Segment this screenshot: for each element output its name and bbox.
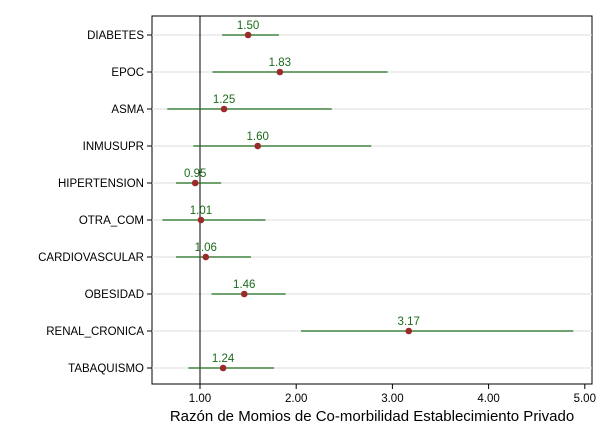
category-label: OBESIDAD [85,289,144,301]
category-label: INMUSUPR [83,141,144,153]
estimate-label: 3.17 [398,316,420,328]
x-tick-label: 1.00 [189,393,211,405]
plot-frame [151,15,593,385]
category-label: ASMA [111,104,144,116]
category-label: TABAQUISMO [68,363,144,375]
estimate-label: 1.25 [213,94,235,106]
estimate-label: 1.46 [233,279,255,291]
estimate-label: 1.24 [212,353,235,365]
confidence-intervals [162,34,574,369]
estimate-point [202,253,210,261]
x-tick-label: 3.00 [381,393,403,405]
estimate-label: 1.50 [237,20,259,32]
estimate-label: 1.83 [269,57,291,69]
estimate-point [197,216,205,224]
x-tick-label: 2.00 [285,393,307,405]
estimate-label: 1.06 [195,242,217,254]
estimate-label: 0.95 [184,168,206,180]
estimate-point [191,179,199,187]
estimate-point [219,364,227,372]
x-tick-label: 4.00 [477,393,499,405]
category-label: EPOC [111,67,144,79]
estimate-point [240,290,248,298]
estimate-points [191,31,413,372]
category-label: DIABETES [87,30,144,42]
category-labels: DIABETES EPOC ASMA INMUSUPR HIPERTENSION OTRA… [38,30,144,375]
estimate-point [244,31,252,39]
estimate-point [405,327,413,335]
category-label: RENAL_CRONICA [46,326,144,338]
category-label: CARDIOVASCULAR [38,252,144,264]
x-tick-label: 5.00 [574,393,596,405]
estimate-point [276,68,284,76]
category-label: HIPERTENSION [58,178,144,190]
category-label: OTRA_COM [79,215,144,227]
estimate-point [254,142,262,150]
estimate-label: 1.01 [190,205,212,217]
estimate-point [220,105,228,113]
x-axis-ticks: 1.00 2.00 3.00 4.00 5.00 [147,34,596,405]
estimate-label: 1.60 [247,131,269,143]
estimate-labels: 1.50 1.83 1.25 1.60 0.95 1.01 1.06 1.46 3.17 1.24 [184,20,420,365]
x-axis-title: Razón de Momios de Co-morbilidad Estable… [170,408,574,425]
